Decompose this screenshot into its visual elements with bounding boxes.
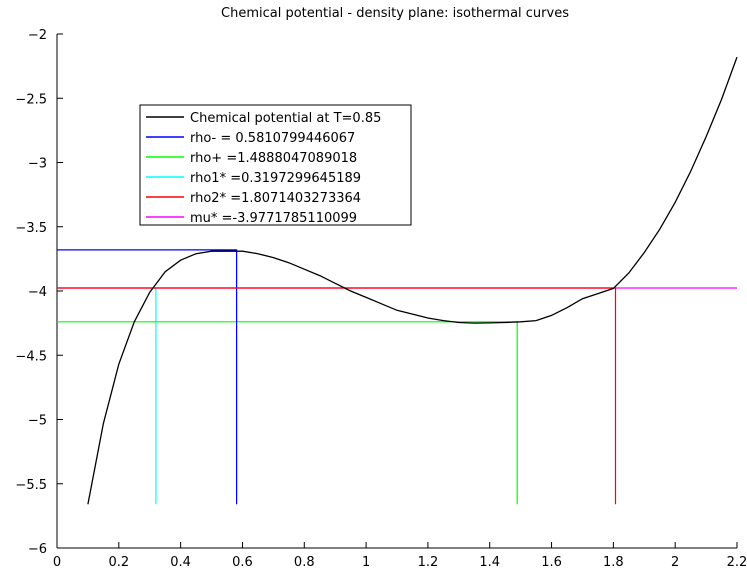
y-tick-label: −5 xyxy=(28,414,47,429)
x-tick-label: 0.2 xyxy=(108,555,129,570)
y-tick-label: −3 xyxy=(28,157,47,172)
legend-label: mu* =-3.9771785110099 xyxy=(190,211,357,226)
legend-label: rho2* =1.8071403273364 xyxy=(190,191,361,206)
series-layer xyxy=(57,56,738,505)
x-tick-label: 1.2 xyxy=(418,555,439,570)
x-tick-label: 1.6 xyxy=(541,555,562,570)
y-tick-label: −5.5 xyxy=(15,478,47,493)
x-tick-label: 0.8 xyxy=(294,555,315,570)
series-line xyxy=(57,249,238,505)
legend-box xyxy=(139,104,412,226)
x-tick-label: 1.4 xyxy=(479,555,500,570)
series-line xyxy=(57,321,518,505)
y-tick-label: −4 xyxy=(28,285,47,300)
y-tick-label: −2.5 xyxy=(15,92,47,107)
legend-label: Chemical potential at T=0.85 xyxy=(190,111,381,126)
series-line xyxy=(87,56,738,505)
x-tick-label: 2.2 xyxy=(727,555,747,570)
series-line xyxy=(57,287,617,505)
x-tick-label: 0.4 xyxy=(170,555,191,570)
y-tick-label: −2 xyxy=(28,28,47,43)
legend-label: rho+ =1.4888047089018 xyxy=(190,151,357,166)
axes: 0 0.2 0.4 0.6 0.8 1 1.2 1.4 1.6 1.8 2 2.2 −6 −5.5 −5 −4… xyxy=(15,28,747,570)
legend-label: rho1* =0.3197299645189 xyxy=(190,171,361,186)
legend-label: rho- = 0.5810799446067 xyxy=(190,131,355,146)
y-tick-label: −4.5 xyxy=(15,349,47,364)
x-tick-label: 0.6 xyxy=(232,555,253,570)
x-tick-label: 1.8 xyxy=(603,555,624,570)
x-tick-label: 1 xyxy=(362,555,370,570)
y-tick-label: −6 xyxy=(28,542,47,557)
x-tick-label: 2 xyxy=(671,555,679,570)
chart-title: Chemical potential - density plane: isot… xyxy=(221,6,569,21)
legend: Chemical potential at T=0.85 rho- = 0.581… xyxy=(139,104,412,226)
x-tick-label: 0 xyxy=(53,555,61,570)
y-tick-label: −3.5 xyxy=(15,221,47,236)
